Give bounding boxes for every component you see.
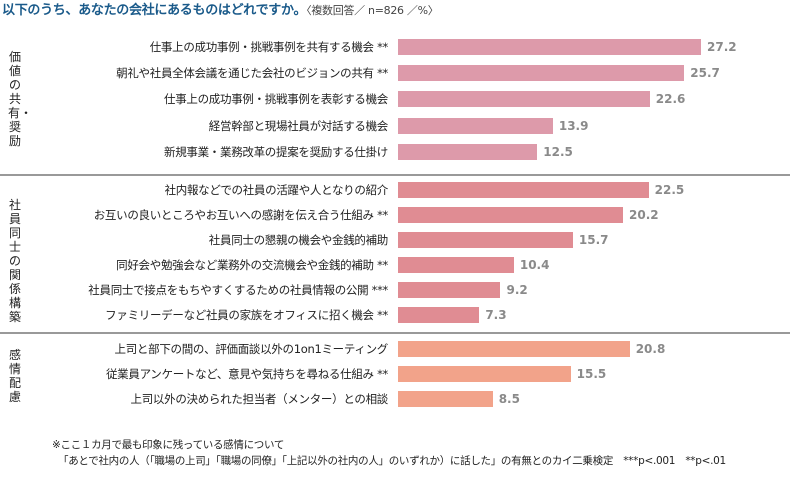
value-label: 20.2 [629, 208, 659, 222]
bar-label: お互いの良いところやお互いへの感謝を伝え合う仕組み ** [93, 208, 389, 222]
bar-label: 従業員アンケートなど、意見や気持ちを尋ねる仕組み ** [105, 367, 388, 381]
bar [398, 391, 493, 407]
value-label: 22.6 [655, 92, 686, 106]
bar-label: 経営幹部と現場社員が対話する機会 [208, 119, 389, 133]
subtitle: 〈複数回答／ n=826 ／%〉 [306, 4, 439, 17]
bar [398, 65, 685, 81]
bar [398, 307, 480, 323]
title-text: 以下のうち、あなたの会社にあるものはどれですか。 [2, 3, 307, 18]
group-divider [0, 332, 790, 334]
footnote-1: ※ここ１カ月で最も印象に残っている感情について [52, 439, 285, 451]
footnote-2: 「あとで社内の人（「職場の上司」「職場の同僚」「上記以外の社内の人」のいずれか）… [58, 455, 726, 467]
chart-title: 以下のうち、あなたの会社にあるものはどれですか。〈複数回答／ n=826 ／%〉 [2, 0, 439, 18]
value-label: 15.5 [576, 367, 607, 381]
bar-label: 上司以外の決められた担当者（メンター）との相談 [130, 392, 389, 406]
bar-label: 新規事業・業務改革の提案を奨励する仕掛け [164, 145, 388, 159]
group-label: 社員同士の関係構築 [8, 198, 21, 324]
bar [398, 257, 514, 273]
bar [398, 182, 649, 198]
bar [398, 282, 501, 298]
bar [398, 91, 650, 107]
group-label: 感情配慮 [8, 348, 21, 404]
value-label: 13.9 [558, 119, 589, 133]
bar-label: 社員同士の懇親の機会や金銭的補助 [208, 233, 389, 247]
value-label: 9.2 [506, 283, 528, 297]
bar [398, 39, 701, 55]
value-label: 10.4 [519, 258, 550, 272]
bar-label: 仕事上の成功事例・挑戦事例を共有する機会 ** [149, 40, 389, 54]
bar-label: 仕事上の成功事例・挑戦事例を表彰する機会 [164, 92, 388, 106]
value-label: 12.5 [543, 145, 573, 159]
bar [398, 207, 624, 223]
value-label: 7.3 [485, 308, 507, 322]
value-label: 25.7 [690, 66, 720, 80]
bar [398, 232, 573, 248]
bar [398, 144, 538, 160]
group-label: 価値の共有・奨励 [8, 50, 33, 148]
bar-label: ファミリーデーなど社員の家族をオフィスに招く機会 ** [105, 308, 388, 322]
bar-label: 社内報などでの社員の活躍や人となりの紹介 [164, 183, 389, 197]
bar [398, 118, 553, 134]
bar-label: 朝礼や社員全体会議を通じた会社のビジョンの共有 ** [116, 66, 388, 80]
bar-label: 社員同士で接点をもちやすくするための社員情報の公開 *** [88, 283, 388, 297]
value-label: 15.7 [578, 233, 609, 247]
bar [398, 366, 571, 382]
value-label: 27.2 [707, 40, 737, 54]
value-label: 20.8 [635, 342, 666, 356]
bar-label: 上司と部下の間の、評価面談以外の1on1ミーティング [114, 342, 389, 356]
bar [398, 341, 630, 357]
value-label: 22.5 [654, 183, 685, 197]
group-divider [0, 174, 790, 176]
value-label: 8.5 [498, 392, 520, 406]
bar-label: 同好会や勉強会など業務外の交流機会や金銭的補助 ** [116, 258, 388, 272]
